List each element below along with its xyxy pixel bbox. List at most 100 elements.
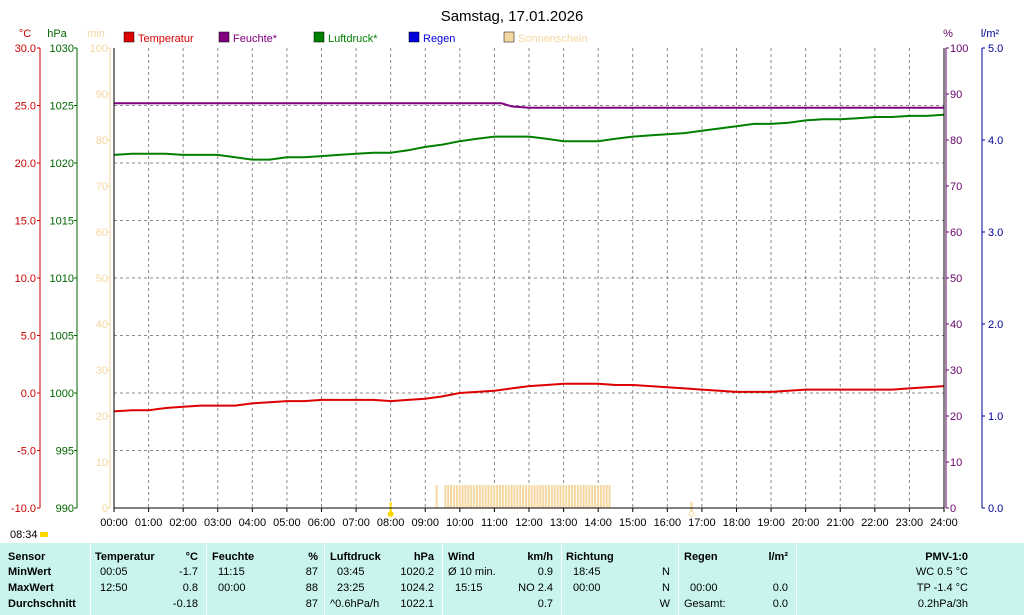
pressure-header: Luftdruck (330, 551, 381, 563)
x-tick-label: 06:00 (308, 517, 336, 529)
x-tick-label: 13:00 (550, 517, 578, 529)
humidity-min-time: 11:15 (218, 566, 245, 578)
rain-axis-unit: l/m² (981, 28, 1000, 40)
legend-label: Temperatur (138, 33, 194, 45)
x-tick-label: 03:00 (204, 517, 232, 529)
sunrise-marker-dot (387, 511, 394, 517)
x-tick-label: 10:00 (446, 517, 474, 529)
table-divider (442, 543, 443, 615)
pmv-dewpoint: TP -1.4 °C (916, 582, 968, 594)
rain-tick-label: 4.0 (988, 135, 1003, 147)
pressure-tick-label: 995 (56, 446, 74, 458)
rain-unit: l/m² (768, 551, 788, 563)
chart-title: Samstag, 17.01.2026 (441, 8, 584, 25)
x-tick-label: 24:00 (930, 517, 958, 529)
wind-min-value: 0.9 (537, 566, 553, 578)
temperature-tick-label: 25.0 (15, 101, 36, 113)
legend-swatch (123, 31, 135, 43)
pressure-tick-label: 1025 (50, 101, 74, 113)
humidity-min-value: 87 (305, 566, 318, 578)
direction-min-time: 18:45 (573, 566, 601, 578)
pressure-avg-value: 1022.1 (400, 598, 434, 610)
x-tick-label: 22:00 (861, 517, 889, 529)
current-time-label: 08:34 (10, 529, 38, 541)
sunshine-tick-label: 90 (96, 89, 108, 101)
series-line-luftdruck (113, 113, 945, 161)
table-divider (90, 543, 91, 615)
pressure-trend: ^0.6hPa/h (330, 598, 380, 610)
direction-max-time: 00:00 (573, 582, 601, 594)
humidity-axis-unit: % (943, 28, 953, 40)
wind-header: Wind (448, 551, 475, 563)
rain-max-time: 00:00 (690, 582, 718, 594)
temperature-tick-label: -10.0 (11, 503, 36, 515)
sunshine-tick-label: 50 (96, 273, 108, 285)
sunshine-tick-label: 80 (96, 135, 108, 147)
table-divider (796, 543, 797, 615)
x-tick-label: 19:00 (757, 517, 785, 529)
sunshine-axis-unit: min (87, 28, 105, 40)
sunshine-bars (435, 485, 611, 508)
temperature-min-time: 00:05 (100, 566, 128, 578)
x-tick-label: 20:00 (792, 517, 820, 529)
sensor-header: Sensor (8, 551, 46, 563)
table-divider (561, 543, 562, 615)
x-tick-label: 09:00 (411, 517, 439, 529)
humidity-max-time: 00:00 (218, 582, 246, 594)
pressure-unit: hPa (413, 551, 434, 563)
statistics-table: Sensor MinWert MaxWert Durchschnitt Temp… (0, 543, 1024, 615)
wind-max-time: 15:15 (455, 582, 483, 594)
temperature-axis-unit: °C (19, 28, 31, 40)
sunshine-tick-label: 20 (96, 411, 108, 423)
humidity-tick-label: 70 (950, 181, 962, 193)
humidity-tick-label: 60 (950, 227, 962, 239)
pressure-tick-label: 1000 (50, 388, 74, 400)
rain-tick-label: 0.0 (988, 503, 1003, 515)
series-line-feuchte (114, 102, 944, 109)
left-axes: 30.025.020.015.010.05.00.0-5.0-10.010301… (11, 43, 111, 515)
sunshine-tick-label: 60 (96, 227, 108, 239)
table-divider (678, 543, 679, 615)
temperature-tick-label: 10.0 (15, 273, 36, 285)
temperature-avg-value: -0.18 (172, 598, 198, 610)
x-tick-label: 04:00 (239, 517, 267, 529)
direction-avg-value: W (659, 598, 670, 610)
humidity-tick-label: 40 (950, 319, 962, 331)
rain-tick-label: 2.0 (988, 319, 1003, 331)
data-series (113, 102, 945, 413)
sunset-marker-dot (688, 511, 695, 517)
temperature-max-time: 12:50 (100, 582, 128, 594)
temperature-max-value: 0.8 (182, 582, 198, 594)
direction-header: Richtung (566, 551, 614, 563)
x-axis: 00:00 01:00 02:00 03:00 04:00 05:00 06:00 07:00… (100, 508, 958, 529)
pressure-tick-label: 1015 (50, 216, 74, 228)
pmv-pressure-trend: 0.2hPa/3h (917, 598, 968, 610)
sunshine-tick-label: 10 (96, 457, 108, 469)
temperature-tick-label: 20.0 (15, 158, 36, 170)
pressure-tick-label: 1005 (50, 331, 74, 343)
direction-max-value: N (662, 582, 670, 594)
x-tick-label: 01:00 (135, 517, 163, 529)
humidity-tick-label: 50 (950, 273, 962, 285)
x-tick-label: 05:00 (273, 517, 301, 529)
x-tick-label: 07:00 (342, 517, 370, 529)
temperature-tick-label: 15.0 (15, 216, 36, 228)
pressure-tick-label: 1030 (50, 43, 74, 55)
pressure-axis-unit: hPa (47, 28, 67, 40)
humidity-unit: % (308, 551, 318, 563)
x-tick-label: 11:00 (481, 517, 508, 529)
rain-max-value: 0.0 (772, 582, 788, 594)
humidity-avg-value: 87 (305, 598, 318, 610)
x-tick-label: 18:00 (723, 517, 751, 529)
pressure-max-value: 1024.2 (400, 582, 434, 594)
humidity-tick-label: 0 (950, 503, 956, 515)
legend-label: Regen (423, 33, 455, 45)
pressure-tick-label: 1010 (50, 273, 74, 285)
x-tick-label: 16:00 (654, 517, 682, 529)
table-divider (324, 543, 325, 615)
pressure-tick-label: 990 (56, 503, 74, 515)
chart-legend: Temperatur Feuchte* Luftdruck* Regen Sonnens… (123, 31, 588, 45)
wind-unit: km/h (527, 551, 553, 563)
wind-avg-period: Ø 10 min. (448, 566, 496, 578)
pmv-windchill: WC 0.5 °C (915, 566, 968, 578)
